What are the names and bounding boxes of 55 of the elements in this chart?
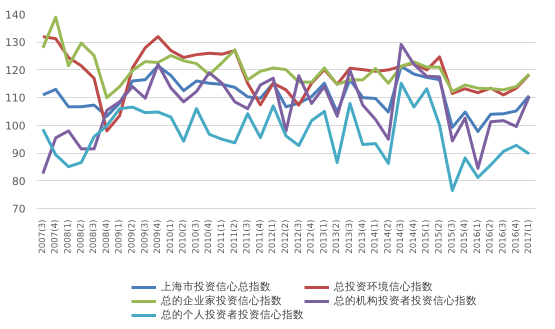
y-tick-label: 140 — [5, 8, 26, 22]
x-tick-label: 2008(2) — [76, 219, 86, 254]
x-tick-label: 2010(3) — [191, 219, 202, 254]
x-tick-label: 2017(1) — [524, 219, 534, 254]
x-tick-label: 2016(3) — [498, 219, 509, 254]
x-tick-label: 2014(4) — [408, 219, 419, 254]
line-series — [41, 42, 531, 176]
x-tick-label: 2010(2) — [178, 219, 189, 254]
legend-label: 上海市投资信心总指数 — [161, 280, 271, 294]
x-tick-label: 2013(2) — [332, 219, 342, 254]
legend-label: 总投资环境信心指数 — [334, 280, 433, 294]
x-tick-label: 2016(2) — [486, 219, 496, 254]
y-tick-label: 80 — [12, 174, 26, 188]
x-tick-label: 2011(4) — [255, 219, 266, 254]
x-tick-label: 2007(3) — [38, 219, 48, 254]
x-tick-label: 2012(3) — [294, 219, 304, 254]
y-tick-label: 120 — [5, 64, 26, 77]
x-tick-label: 2014(3) — [396, 219, 406, 254]
x-tick-label: 2011(2) — [230, 219, 240, 254]
x-tick-label: 2008(4) — [102, 219, 112, 254]
x-tick-label: 2009(2) — [127, 219, 138, 254]
x-tick-label: 2011(1) — [217, 219, 228, 254]
y-tick-label: 90 — [12, 147, 26, 160]
x-tick-label: 2009(3) — [140, 219, 150, 254]
x-tick-label: 2012(2) — [281, 219, 291, 254]
y-tick-label: 110 — [5, 92, 26, 105]
x-tick-label: 2010(4) — [204, 219, 214, 254]
legend-label: 总的企业家投资信心指数 — [161, 294, 282, 308]
x-tick-label: 2015(4) — [460, 219, 470, 254]
x-tick-label: 2013(4) — [358, 219, 368, 254]
x-tick-label: 2008(1) — [63, 219, 74, 254]
x-tick-label: 2013(1) — [319, 219, 330, 254]
x-tick-label: 2014(1) — [370, 219, 381, 254]
x-tick-label: 2015(3) — [447, 219, 458, 254]
legend-label: 总的个人投资者投资信心指数 — [161, 308, 304, 322]
x-tick-label: 2008(3) — [89, 219, 100, 254]
x-tick-label: 2015(1) — [422, 219, 432, 254]
x-tick-label: 2015(2) — [434, 219, 445, 254]
x-tick-label: 2016(1) — [472, 219, 483, 254]
y-tick-label: 130 — [5, 36, 26, 50]
legend-label: 总的机构投资者投资信心指数 — [334, 294, 477, 308]
y-tick-label: 100 — [5, 119, 26, 132]
line-series — [41, 82, 531, 192]
x-tick-label: 2016(4) — [511, 219, 522, 254]
x-tick-label: 2012(4) — [306, 219, 317, 254]
x-tick-label: 2010(1) — [166, 219, 176, 254]
y-tick-label: 70 — [12, 202, 26, 216]
x-tick-label: 2014(2) — [383, 219, 394, 254]
x-tick-label: 2007(4) — [50, 219, 61, 254]
x-tick-label: 2009(4) — [153, 219, 164, 254]
x-tick-label: 2013(3) — [344, 219, 355, 254]
x-tick-label: 2011(3) — [242, 219, 253, 254]
line-series — [41, 16, 531, 100]
x-tick-label: 2009(1) — [114, 219, 125, 254]
x-tick-label: 2012(1) — [268, 219, 278, 254]
